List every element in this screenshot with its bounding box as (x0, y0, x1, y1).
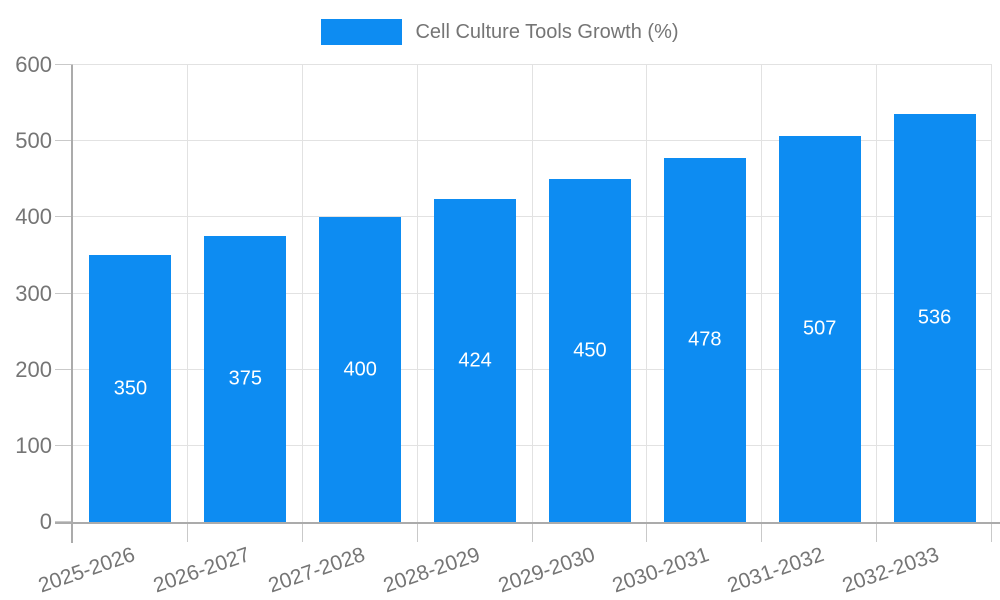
legend-swatch (321, 19, 403, 45)
y-axis-label: 500 (15, 128, 52, 154)
y-axis-label: 200 (15, 356, 52, 382)
bar-2030-2031[interactable]: 478 (663, 157, 746, 522)
bar-2032-2033[interactable]: 536 (893, 113, 976, 522)
bar-2027-2028[interactable]: 400 (319, 217, 402, 522)
gridline-vertical (876, 65, 878, 522)
y-axis-label: 100 (15, 432, 52, 458)
x-axis-label: 2030-2031 (609, 543, 713, 598)
bar-2025-2026[interactable]: 350 (89, 255, 172, 522)
x-axis-label: 2031-2032 (724, 543, 828, 598)
x-axis-label: 2028-2029 (380, 543, 483, 598)
y-axis-label: 300 (15, 280, 52, 306)
x-axis-tick (186, 522, 188, 542)
y-axis-tick (55, 216, 73, 218)
bar-value-label: 507 (803, 317, 837, 340)
bar-value-label: 478 (688, 328, 722, 351)
bar-value-label: 400 (343, 358, 377, 381)
x-axis-line (55, 522, 1000, 524)
x-axis-label: 2032-2033 (839, 543, 943, 598)
y-axis-line (71, 65, 73, 543)
gridline-vertical (991, 65, 992, 522)
x-axis-tick (531, 522, 533, 542)
gridline-horizontal (73, 444, 992, 446)
x-axis-tick (991, 522, 992, 542)
x-axis-tick (761, 522, 763, 542)
y-axis-tick (55, 368, 73, 370)
legend-label: Cell Culture Tools Growth (%) (415, 20, 679, 43)
y-axis-tick (55, 521, 73, 522)
bar-value-label: 424 (458, 349, 492, 372)
gridline-vertical (416, 65, 418, 522)
x-axis-label: 2027-2028 (265, 543, 368, 598)
x-axis-label: 2029-2030 (494, 543, 598, 598)
bar-2029-2030[interactable]: 450 (548, 179, 631, 522)
x-axis-tick (646, 522, 648, 542)
x-axis-label: 2025-2026 (35, 543, 138, 598)
bar-2026-2027[interactable]: 375 (204, 236, 287, 522)
x-axis-tick (416, 522, 418, 542)
legend[interactable]: Cell Culture Tools Growth (%) (0, 19, 1000, 45)
y-axis-label: 400 (15, 204, 52, 230)
bar-value-label: 450 (573, 339, 607, 362)
y-axis-label: 600 (15, 52, 52, 77)
y-axis-label: 0 (39, 509, 52, 534)
x-axis-tick (301, 522, 303, 542)
gridline-horizontal (73, 64, 992, 65)
x-axis-tick (876, 522, 878, 542)
gridline-horizontal (73, 216, 992, 218)
gridline-horizontal (73, 140, 992, 142)
gridline-vertical (761, 65, 763, 522)
gridline-vertical (646, 65, 648, 522)
gridline-vertical (301, 65, 303, 522)
x-axis-label: 2026-2027 (150, 543, 253, 598)
bar-value-label: 350 (113, 377, 148, 400)
y-axis-tick (55, 140, 73, 142)
bar-value-label: 536 (917, 306, 952, 329)
gridline-vertical (186, 65, 188, 522)
y-axis-tick (55, 64, 73, 65)
gridline-horizontal (73, 368, 992, 370)
y-axis-tick (55, 444, 73, 446)
bar-2028-2029[interactable]: 424 (434, 199, 517, 522)
bar-value-label: 375 (228, 367, 262, 390)
gridline-horizontal (73, 292, 992, 294)
y-axis-tick (55, 292, 73, 294)
bar-2031-2032[interactable]: 507 (778, 135, 861, 522)
gridline-vertical (531, 65, 533, 522)
